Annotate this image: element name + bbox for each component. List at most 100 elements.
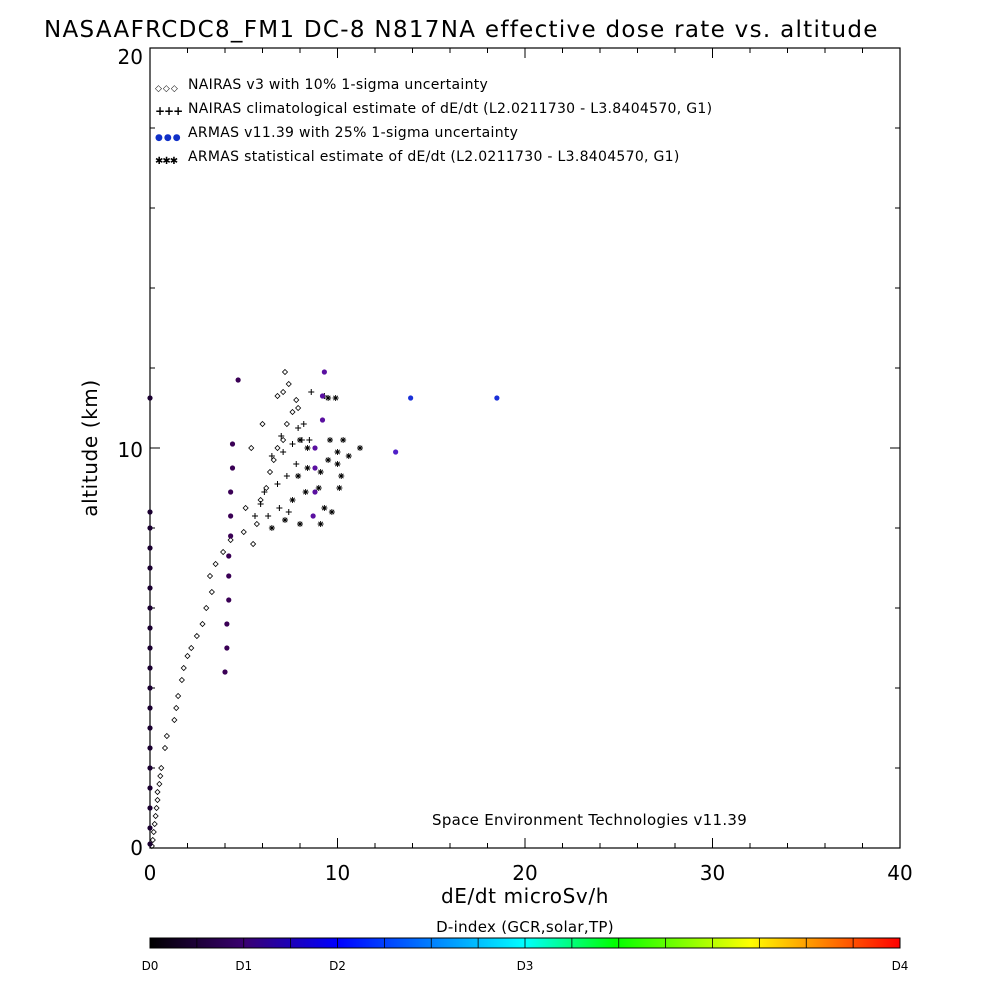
plot-frame — [149, 47, 901, 849]
credit-annotation: Space Environment Technologies v11.39 — [432, 811, 747, 829]
nairas-climatological-plus-point — [278, 433, 285, 439]
armas-dot-point — [494, 395, 500, 401]
armas-dot-point — [312, 445, 318, 451]
nairas-diamond-point — [154, 788, 161, 796]
x-tick-label: 10 — [325, 861, 350, 885]
armas-dot-point — [147, 665, 153, 671]
nairas-diamond-point — [263, 484, 270, 492]
armas-statistical-asterisk-point — [334, 449, 341, 455]
armas-dot-point — [224, 645, 230, 651]
nairas-diamond-point — [203, 604, 210, 612]
chart-title: NASAAFRCDC8_FM1 DC-8 N817NA effective do… — [44, 17, 879, 43]
armas-statistical-asterisk-point — [315, 485, 322, 491]
nairas-climatological-plus-point — [274, 481, 281, 487]
nairas-climatological-plus-point — [280, 449, 287, 455]
nairas-diamond-point — [184, 652, 191, 660]
nairas-diamond-point — [259, 420, 266, 428]
armas-statistical-asterisk-point — [336, 485, 343, 491]
nairas-diamond-point — [274, 444, 281, 452]
armas-dot-point — [147, 745, 153, 751]
colorbar-label: D0 — [142, 959, 159, 973]
armas-statistical-asterisk-point — [295, 473, 302, 479]
nairas-diamond-point — [253, 520, 260, 528]
armas-statistical-asterisk-point — [338, 473, 345, 479]
armas-dot-point — [408, 395, 414, 401]
colorbar-label: D1 — [235, 959, 252, 973]
nairas-diamond-point — [150, 828, 157, 836]
armas-dot-point — [147, 785, 153, 791]
armas-dot-point — [147, 805, 153, 811]
nairas-diamond-point — [280, 436, 287, 444]
armas-dot-point — [147, 645, 153, 651]
armas-dot-point — [226, 573, 232, 579]
legend-marker-dot: ●●● — [155, 133, 182, 143]
colorbar-label: D2 — [329, 959, 346, 973]
armas-dot-point — [228, 489, 234, 495]
nairas-diamond-point — [208, 588, 215, 596]
nairas-climatological-plus-point — [300, 421, 307, 427]
armas-statistical-asterisk-point — [325, 457, 332, 463]
nairas-climatological-plus-point — [293, 461, 300, 467]
nairas-diamond-point — [154, 796, 161, 804]
armas-statistical-asterisk-point — [325, 395, 332, 401]
nairas-diamond-point — [193, 632, 200, 640]
legend-label: ARMAS v11.39 with 25% 1-sigma uncertaint… — [188, 125, 518, 141]
nairas-diamond-point — [285, 380, 292, 388]
armas-dot-point — [228, 533, 234, 539]
armas-statistical-asterisk-point — [321, 505, 328, 511]
nairas-climatological-plus-point — [252, 513, 258, 519]
nairas-diamond-point — [242, 504, 249, 512]
legend-marker-diamond: ◇◇◇ — [155, 84, 179, 94]
y-axis-label: altitude (km) — [78, 379, 102, 517]
x-tick-label: 20 — [512, 861, 537, 885]
nairas-diamond-point — [158, 764, 165, 772]
nairas-climatological-plus-point — [308, 389, 315, 395]
armas-dot-point — [147, 685, 153, 691]
y-tick-labels: 0 10 20 — [118, 45, 143, 860]
armas-statistical-asterisk-point — [282, 517, 288, 523]
armas-statistical-asterisk-point — [317, 521, 324, 527]
armas-statistical-asterisk-point — [345, 453, 352, 459]
nairas-diamond-point — [295, 404, 302, 412]
colorbar-label: D3 — [517, 959, 534, 973]
armas-dot-point — [147, 725, 153, 731]
nairas-diamond-point — [178, 676, 185, 684]
nairas-diamond-point — [227, 536, 234, 544]
armas-dot-point — [147, 705, 153, 711]
legend-marker-asterisk: ✱✱✱ — [155, 156, 178, 167]
nairas-climatological-plus-point — [268, 453, 275, 459]
armas-dot-point — [319, 417, 326, 423]
nairas-diamond-point — [289, 408, 296, 416]
armas-statistical-asterisk-point — [289, 497, 296, 503]
colorbar-label: D4 — [892, 959, 909, 973]
armas-dot-point — [147, 545, 153, 551]
armas-dot-point — [312, 465, 318, 471]
armas-statistical-asterisk-point — [327, 437, 333, 443]
legend-label: NAIRAS v3 with 10% 1-sigma uncertainty — [188, 77, 488, 93]
nairas-diamond-point — [175, 692, 182, 700]
colorbar-title: D-index (GCR,solar,TP) — [436, 918, 614, 936]
x-tick-label: 40 — [887, 861, 912, 885]
nairas-diamond-point — [157, 772, 164, 780]
armas-dot-point — [228, 513, 234, 519]
armas-statistical-asterisk-point — [297, 437, 303, 443]
nairas-diamond-point — [274, 392, 281, 400]
armas-dot-point — [393, 449, 399, 455]
armas-dot-point — [226, 553, 232, 559]
nairas-diamond-point — [240, 528, 247, 536]
y-tick-label: 20 — [118, 45, 143, 69]
armas-dot-point — [319, 393, 326, 399]
data-points — [147, 368, 500, 850]
legend: ◇◇◇ NAIRAS v3 with 10% 1-sigma uncertain… — [155, 77, 712, 167]
armas-statistical-asterisk-point — [297, 521, 303, 527]
armas-dot-point — [310, 513, 316, 519]
armas-dot-point — [147, 525, 153, 531]
nairas-diamond-point — [206, 572, 214, 580]
armas-dot-point — [312, 489, 318, 495]
colorbar-ticks — [149, 938, 901, 948]
armas-statistical-asterisk-point — [332, 395, 339, 401]
armas-dot-point — [147, 765, 153, 771]
x-axis-label: dE/dt microSv/h — [441, 884, 609, 908]
nairas-climatological-plus-point — [306, 437, 313, 443]
